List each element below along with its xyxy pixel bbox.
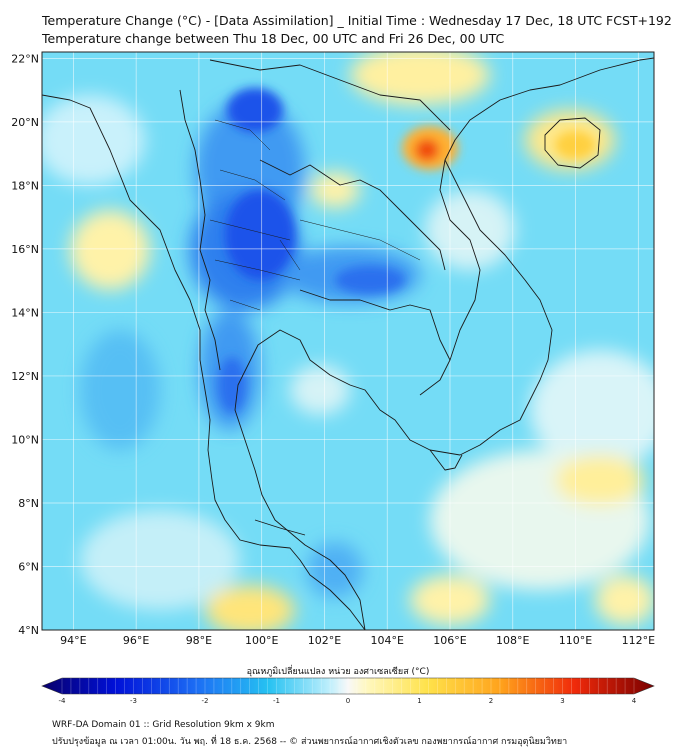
coastlines-and-borders bbox=[42, 57, 654, 630]
colorbar-tick-label: -2 bbox=[202, 697, 209, 705]
border-myanmar bbox=[179, 89, 221, 371]
lat-tick-label: 20°N bbox=[11, 116, 39, 129]
longitude-labels: 94°E 96°E 98°E 100°E 102°E 104°E 106°E 108°E 110… bbox=[60, 634, 655, 647]
footer-domain-info: WRF-DA Domain 01 :: Grid Resolution 9km … bbox=[52, 720, 275, 730]
lat-tick-label: 22°N bbox=[11, 52, 39, 65]
map-title: Temperature Change (°C) - [Data Assimila… bbox=[42, 13, 672, 28]
latitude-labels: 22°N 20°N 18°N 16°N 14°N 12°N 10°N 8°N 6°N 4°N bbox=[11, 52, 39, 637]
gulf-coastline bbox=[234, 57, 654, 630]
mekong-delta bbox=[429, 449, 463, 471]
colorbar-tick-label: 3 bbox=[560, 697, 564, 705]
lat-tick-label: 4°N bbox=[18, 624, 39, 637]
thai-provinces bbox=[209, 119, 421, 311]
border-cambodia bbox=[299, 289, 451, 361]
colorbar-tick-label: 4 bbox=[632, 697, 637, 705]
colorbar-tick-label: 1 bbox=[417, 697, 421, 705]
colorbar-segments bbox=[61, 678, 635, 694]
temperature-field bbox=[42, 52, 654, 630]
map-subtitle: Temperature change between Thu 18 Dec, 0… bbox=[42, 31, 505, 46]
colorbar-tick-label: 2 bbox=[489, 697, 493, 705]
lat-tick-label: 14°N bbox=[11, 306, 39, 319]
lat-tick-label: 16°N bbox=[11, 243, 39, 256]
border-vietnam bbox=[419, 159, 481, 396]
border-malaysia bbox=[254, 519, 306, 536]
lat-tick-label: 6°N bbox=[18, 560, 39, 573]
footer-update-info: ปรับปรุงข้อมูล ณ เวลา 01:00น. วัน พฤ. ที… bbox=[52, 737, 568, 747]
colorbar-tick-label: 0 bbox=[346, 697, 350, 705]
colorbar: -4 -3 -2 -1 0 1 2 3 4 bbox=[41, 677, 655, 705]
colorbar-tick-label: -3 bbox=[130, 697, 137, 705]
map-frame bbox=[41, 51, 655, 631]
lon-tick-label: 106°E bbox=[433, 634, 466, 647]
lon-tick-label: 102°E bbox=[308, 634, 341, 647]
anomaly-blobs bbox=[42, 52, 654, 630]
lon-tick-label: 112°E bbox=[622, 634, 655, 647]
temperature-change-map: 22°N 20°N 18°N 16°N 14°N 12°N 10°N 8°N 6°N 4°N 94… bbox=[11, 51, 655, 705]
lon-tick-label: 96°E bbox=[123, 634, 149, 647]
colorbar-ticks: -4 -3 -2 -1 0 1 2 3 4 bbox=[59, 697, 637, 705]
lon-tick-label: 100°E bbox=[245, 634, 278, 647]
lat-tick-label: 8°N bbox=[18, 497, 39, 510]
lon-tick-label: 98°E bbox=[186, 634, 212, 647]
colorbar-tick-label: -1 bbox=[273, 697, 280, 705]
lon-tick-label: 110°E bbox=[559, 634, 592, 647]
graticule bbox=[42, 52, 654, 630]
lat-tick-label: 18°N bbox=[11, 179, 39, 192]
hainan-island bbox=[544, 117, 601, 169]
colorbar-tick-label: -4 bbox=[59, 697, 67, 705]
lon-tick-label: 108°E bbox=[496, 634, 529, 647]
lat-tick-label: 10°N bbox=[11, 433, 39, 446]
lat-tick-label: 12°N bbox=[11, 370, 39, 383]
lon-tick-label: 94°E bbox=[60, 634, 86, 647]
border-laos bbox=[259, 159, 446, 271]
border-china bbox=[209, 59, 451, 131]
colorbar-title: อุณหภูมิเปลี่ยนแปลง หน่วย องศาเซลเซียส (… bbox=[246, 667, 430, 677]
mainland-coastline bbox=[42, 94, 366, 630]
colorbar-scale bbox=[41, 677, 655, 695]
anomaly-cores bbox=[218, 88, 595, 413]
lon-tick-label: 104°E bbox=[371, 634, 404, 647]
